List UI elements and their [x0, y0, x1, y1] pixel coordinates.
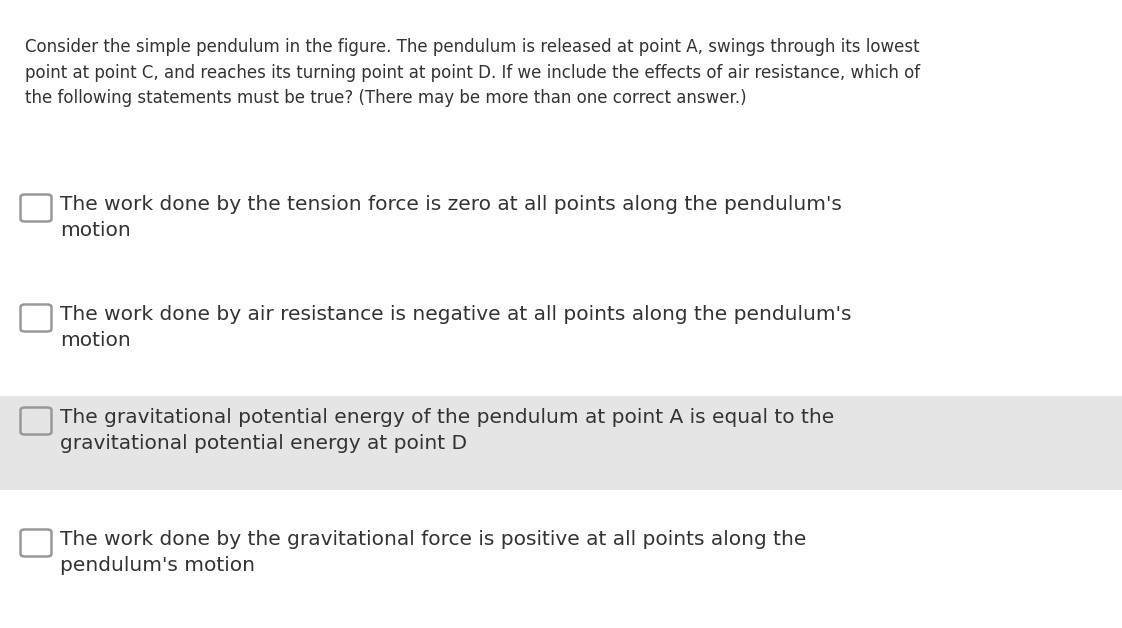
FancyBboxPatch shape — [20, 305, 52, 332]
Text: The work done by the tension force is zero at all points along the pendulum's
mo: The work done by the tension force is ze… — [59, 195, 842, 240]
FancyBboxPatch shape — [20, 195, 52, 222]
FancyBboxPatch shape — [20, 529, 52, 556]
Text: The work done by the gravitational force is positive at all points along the
pen: The work done by the gravitational force… — [59, 530, 807, 575]
FancyBboxPatch shape — [20, 408, 52, 435]
Text: The work done by air resistance is negative at all points along the pendulum's
m: The work done by air resistance is negat… — [59, 305, 852, 350]
FancyBboxPatch shape — [0, 396, 1122, 490]
Text: Consider the simple pendulum in the figure. The pendulum is released at point A,: Consider the simple pendulum in the figu… — [25, 38, 920, 107]
Text: The gravitational potential energy of the pendulum at point A is equal to the
gr: The gravitational potential energy of th… — [59, 408, 835, 453]
